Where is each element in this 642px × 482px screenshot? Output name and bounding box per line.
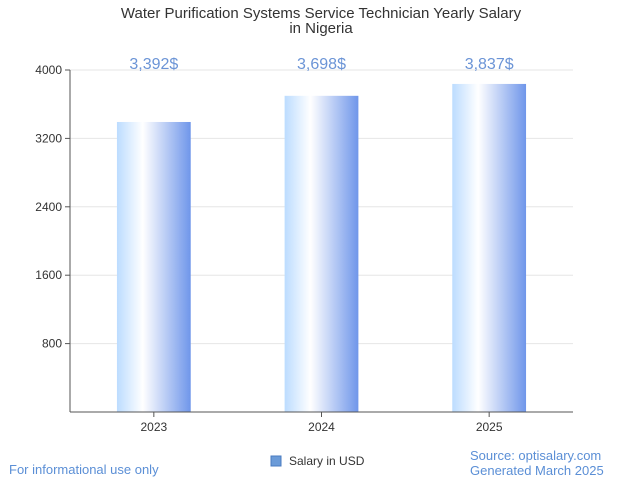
legend: Salary in USD (270, 454, 365, 468)
x-tick-label-2023: 2023 (140, 420, 167, 434)
bar-2023 (116, 121, 191, 412)
data-label-2023: 3,392$ (129, 56, 178, 73)
y-tick-label: 3200 (35, 131, 62, 145)
data-label-2024: 3,698$ (297, 56, 346, 73)
data-label-2025: 3,837$ (465, 56, 514, 73)
disclaimer-text: For informational use only (9, 462, 159, 477)
legend-label: Salary in USD (289, 454, 365, 468)
y-tick-label: 2400 (35, 200, 62, 214)
y-tick-label: 1600 (35, 268, 62, 282)
chart-title-line-1: Water Purification Systems Service Techn… (121, 5, 522, 22)
data-labels: 3,392$ 3,698$ 3,837$ (129, 56, 513, 73)
bar-2025 (452, 83, 527, 413)
axes: 800 1600 2400 3200 4000 2023 2024 2025 (35, 63, 573, 434)
bar-2024 (284, 95, 359, 413)
y-tick-label: 800 (42, 337, 62, 351)
chart-title-line-2: in Nigeria (289, 20, 353, 37)
y-tick-label: 4000 (35, 63, 62, 77)
source-text: Source: optisalary.com (470, 448, 601, 463)
x-tick-label-2024: 2024 (308, 420, 335, 434)
legend-swatch (270, 455, 282, 467)
x-tick-label-2025: 2025 (476, 420, 503, 434)
generated-text: Generated March 2025 (470, 463, 604, 478)
bars (116, 83, 527, 413)
